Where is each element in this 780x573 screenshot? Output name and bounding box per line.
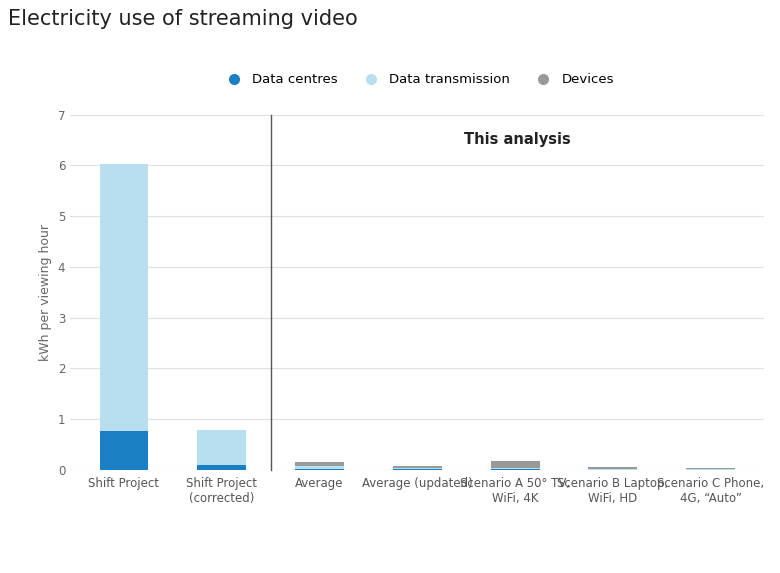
- Bar: [197, 430, 246, 465]
- Bar: [295, 469, 344, 470]
- Bar: [100, 431, 148, 470]
- Legend: Data centres, Data transmission, Devices: Data centres, Data transmission, Devices: [215, 68, 619, 92]
- Bar: [588, 467, 637, 469]
- Bar: [295, 462, 344, 466]
- Bar: [491, 468, 540, 469]
- Bar: [393, 468, 441, 469]
- Bar: [100, 164, 148, 431]
- Text: This analysis: This analysis: [464, 132, 571, 147]
- Bar: [491, 461, 540, 468]
- Bar: [197, 465, 246, 470]
- Text: Electricity use of streaming video: Electricity use of streaming video: [8, 9, 357, 29]
- Y-axis label: kWh per viewing hour: kWh per viewing hour: [39, 223, 52, 361]
- Bar: [393, 466, 441, 468]
- Bar: [686, 468, 735, 469]
- Bar: [295, 466, 344, 469]
